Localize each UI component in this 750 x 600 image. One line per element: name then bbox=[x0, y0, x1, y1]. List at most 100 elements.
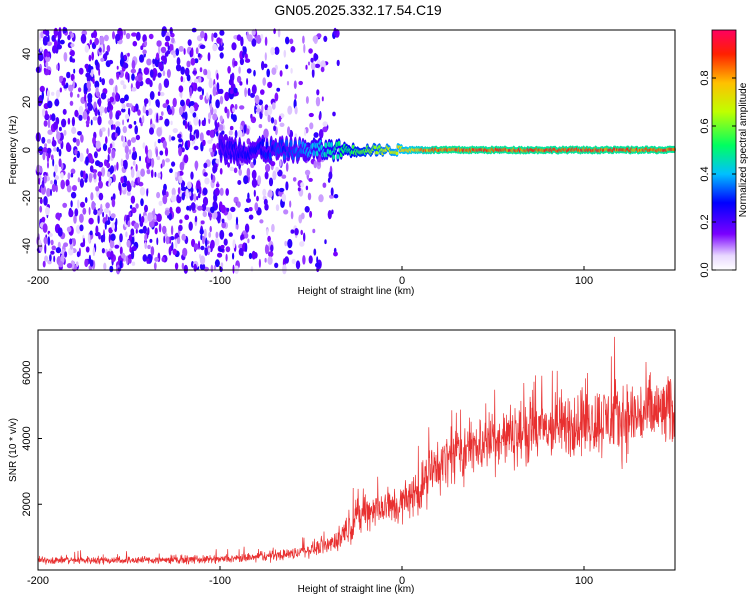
spectrogram-cell bbox=[332, 111, 336, 117]
spectrogram-cell bbox=[226, 207, 230, 212]
spectrogram-cell bbox=[46, 41, 52, 47]
spectrogram-cell bbox=[202, 188, 208, 196]
spectrogram-cell bbox=[211, 32, 214, 43]
spectrogram-cell bbox=[101, 78, 105, 86]
spectrogram-cell bbox=[164, 118, 170, 127]
spectrogram-cell bbox=[120, 176, 125, 184]
spectrogram-cell bbox=[118, 240, 121, 248]
spectrogram-cell bbox=[180, 99, 185, 107]
spectrogram-cell bbox=[152, 58, 156, 64]
spectrogram-cell bbox=[186, 74, 191, 82]
spectrogram-cell bbox=[322, 182, 327, 188]
spectrogram-cell bbox=[264, 203, 269, 211]
snr-panel: -200 -100 0 100 2000 4000 6000 Height of stra… bbox=[8, 329, 676, 595]
spectrogram-cell bbox=[105, 202, 110, 209]
spectrogram-cell bbox=[246, 68, 252, 74]
y-tick-label: 40 bbox=[21, 48, 33, 60]
spectrogram-cell bbox=[74, 109, 79, 117]
spectrogram-cell bbox=[300, 229, 304, 236]
spectrogram-cell bbox=[149, 238, 153, 243]
spectrogram-cell bbox=[42, 151, 46, 161]
spectrogram-cell bbox=[171, 187, 176, 197]
spectrogram-cell bbox=[199, 132, 204, 142]
spectrogram-cell bbox=[186, 205, 190, 211]
spectrogram-cell bbox=[236, 34, 242, 41]
spectrogram-cell bbox=[41, 216, 46, 223]
spectrogram-cell bbox=[275, 204, 280, 212]
spectrogram-cell bbox=[134, 76, 139, 81]
spectrogram-cell bbox=[132, 146, 136, 153]
spectrogram-cell bbox=[105, 220, 111, 226]
spectrogram-cell bbox=[198, 119, 201, 127]
spectrogram-cell bbox=[209, 225, 212, 233]
spectrogram-cell bbox=[150, 246, 155, 256]
spectrogram-cell bbox=[195, 129, 200, 139]
spectrogram-cell bbox=[219, 168, 223, 175]
spectrogram-cell bbox=[101, 167, 106, 177]
spectrogram-cell bbox=[318, 194, 324, 203]
spectrogram-cell bbox=[247, 87, 251, 97]
spectrogram-cell bbox=[180, 75, 184, 83]
spectrogram-cell bbox=[309, 122, 314, 130]
spectrogram-cell bbox=[297, 187, 301, 192]
spectrogram-cell bbox=[115, 84, 118, 94]
spectrogram-cell bbox=[122, 119, 125, 126]
spectrogram-cell bbox=[96, 91, 100, 98]
spectrogram-cell bbox=[102, 43, 105, 53]
spectrogram-cell bbox=[311, 68, 315, 78]
spectrogram-cell bbox=[237, 180, 242, 185]
spectrogram-cell bbox=[130, 195, 136, 204]
spectrogram-cell bbox=[227, 162, 231, 168]
spectrogram-cell bbox=[190, 171, 194, 180]
spectrogram-cell bbox=[87, 93, 93, 101]
spectrogram-cell bbox=[51, 183, 57, 193]
spectrogram-cell bbox=[188, 221, 193, 231]
spectrogram-cell bbox=[243, 124, 247, 134]
spectrogram-cell bbox=[195, 47, 199, 55]
spectrogram-cell bbox=[260, 89, 265, 95]
spectrogram-cell bbox=[158, 82, 162, 92]
spectrogram-cell bbox=[232, 252, 235, 260]
spectrogram-cell bbox=[84, 44, 90, 53]
spectrogram-cell bbox=[119, 97, 126, 104]
spectrogram-cell bbox=[287, 105, 293, 115]
spectrogram-cell bbox=[67, 172, 71, 180]
spectrogram-cell bbox=[147, 149, 153, 159]
spectrogram-cell bbox=[217, 122, 220, 128]
spectrogram-cell bbox=[158, 200, 163, 206]
spectrogram-cell bbox=[95, 140, 101, 149]
ridge-cell bbox=[289, 139, 293, 148]
spectrogram-cell bbox=[170, 225, 174, 236]
spectrogram-cell bbox=[294, 228, 299, 236]
colorbar-gradient bbox=[712, 30, 736, 270]
spectrogram-cell bbox=[70, 43, 75, 48]
spectrogram-cell bbox=[119, 260, 123, 269]
spectrogram-cell bbox=[219, 30, 225, 36]
spectrogram-cell bbox=[331, 209, 334, 215]
spectrogram-cell bbox=[184, 214, 190, 221]
spectrogram-cell bbox=[147, 227, 150, 236]
spectrogram-cell bbox=[161, 111, 164, 116]
spectrogram-cell bbox=[58, 148, 62, 157]
spectrogram-cell bbox=[58, 261, 64, 268]
spectrogram-cell bbox=[50, 250, 55, 255]
colorbar-tick-label: 0.6 bbox=[699, 118, 711, 133]
spectrogram-cell bbox=[330, 187, 334, 196]
spectrogram-cell bbox=[165, 35, 171, 42]
spectrogram-cell bbox=[129, 204, 133, 209]
spectrogram-cell bbox=[123, 54, 127, 61]
spectrogram-cell bbox=[100, 111, 103, 117]
spectrogram-cell bbox=[174, 171, 177, 178]
spectrogram-cell bbox=[254, 202, 259, 212]
spectrogram-cell bbox=[56, 44, 62, 50]
spectrogram-cell bbox=[316, 89, 320, 96]
spectrogram-cell bbox=[45, 206, 50, 216]
spectrogram-cell bbox=[149, 220, 155, 228]
spectrogram-cell bbox=[285, 162, 289, 172]
spectrogram-cell bbox=[77, 87, 82, 93]
spectrogram-cell bbox=[320, 60, 326, 69]
spectrogram-cell bbox=[215, 183, 220, 188]
spectrogram-cell bbox=[193, 78, 199, 83]
spectrogram-cell bbox=[88, 217, 94, 225]
spectrogram-cell bbox=[196, 196, 199, 201]
